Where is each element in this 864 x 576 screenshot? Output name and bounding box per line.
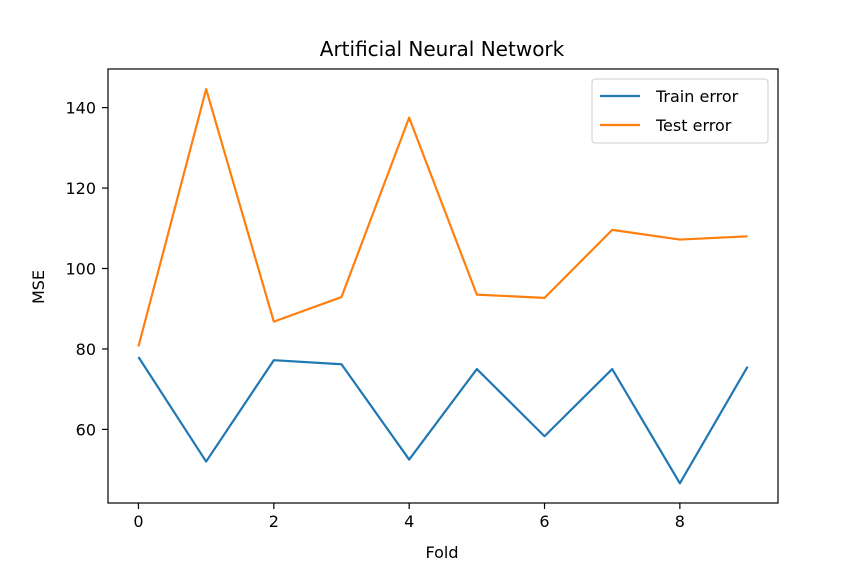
x-axis-ticks: 0 2 4 6 8 xyxy=(133,503,685,531)
series-layer xyxy=(137,88,749,485)
y-tick-label: 80 xyxy=(76,340,96,359)
y-axis-ticks: 60 80 100 120 140 xyxy=(65,99,108,439)
x-tick-label: 4 xyxy=(404,512,414,531)
series-line-train-error xyxy=(137,356,749,485)
series-line-test-error xyxy=(137,88,748,347)
x-tick-label: 6 xyxy=(539,512,549,531)
x-tick-label: 8 xyxy=(675,512,685,531)
plot-area-frame xyxy=(107,68,779,504)
y-tick-label: 140 xyxy=(65,99,96,118)
legend-label-train-error: Train error xyxy=(655,87,739,106)
y-axis-label: MSE xyxy=(29,270,48,304)
legend: Train error Test error xyxy=(591,78,769,144)
x-tick-label: 2 xyxy=(269,512,279,531)
y-tick-label: 100 xyxy=(65,260,96,279)
y-tick-label: 60 xyxy=(76,420,96,439)
x-tick-label: 0 xyxy=(133,512,143,531)
x-axis-label: Fold xyxy=(425,543,458,562)
legend-label-test-error: Test error xyxy=(655,116,732,135)
y-tick-label: 120 xyxy=(65,179,96,198)
chart-title: Artificial Neural Network xyxy=(320,37,565,61)
